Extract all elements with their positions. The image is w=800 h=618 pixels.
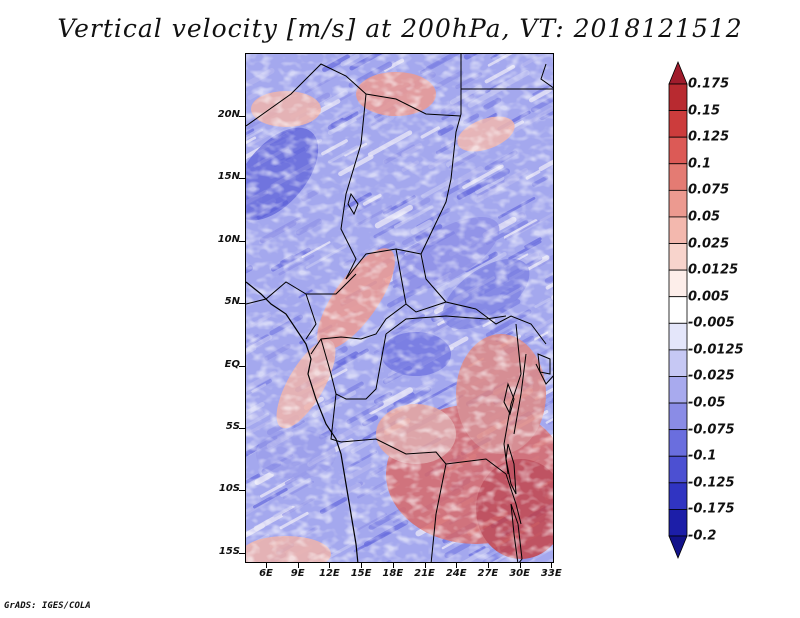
colorbar-segment <box>668 83 688 111</box>
colorbar-segment <box>668 349 688 377</box>
colorbar-segment <box>668 243 688 271</box>
colorbar-segment <box>668 163 688 191</box>
colorbar-segment <box>668 455 688 484</box>
colorbar-label: 0.175 <box>688 76 730 92</box>
colorbar-segment <box>668 535 688 560</box>
colorbar <box>668 60 688 564</box>
colorbar-segment <box>668 216 688 244</box>
colorbar-segment <box>668 296 688 324</box>
latitude-tick <box>239 241 245 242</box>
latitude-label: 20N <box>217 109 240 120</box>
longitude-tick <box>424 563 426 568</box>
colorbar-label: -0.175 <box>688 501 735 517</box>
colorbar-label: 0.025 <box>688 236 730 252</box>
colorbar-segment <box>668 189 688 218</box>
colorbar-label: 0.125 <box>688 129 730 145</box>
colorbar-label: 0.1 <box>688 156 712 172</box>
latitude-label: 15N <box>217 171 240 182</box>
longitude-label: 6E <box>259 568 273 579</box>
longitude-tick <box>329 563 331 568</box>
latitude-tick <box>239 428 245 429</box>
latitude-tick <box>239 553 245 554</box>
colorbar-segment <box>668 110 688 138</box>
longitude-label: 21E <box>414 568 435 579</box>
coastline <box>246 281 359 562</box>
colorbar-label: -0.075 <box>688 422 735 438</box>
colorbar-segment <box>668 136 688 165</box>
colorbar-segment <box>668 269 688 298</box>
longitude-label: 18E <box>382 568 404 579</box>
colorbar-label: -0.025 <box>688 368 735 384</box>
latitude-label: 5S <box>225 421 240 432</box>
longitude-tick <box>456 563 458 568</box>
longitude-label: 9E <box>290 568 305 579</box>
colorbar-label: 0.075 <box>688 182 730 198</box>
longitude-label: 27E <box>477 568 499 579</box>
longitude-tick <box>487 563 489 568</box>
latitude-label: EQ <box>224 359 240 370</box>
latitude-tick <box>239 178 245 179</box>
colorbar-label: -0.2 <box>688 528 717 544</box>
longitude-label: 15E <box>350 568 372 579</box>
latitude-label: 15S <box>218 546 240 557</box>
colorbar-label: 0.005 <box>688 289 730 305</box>
vertical-velocity-map <box>245 53 554 563</box>
colorbar-segment <box>668 60 688 85</box>
latitude-tick <box>239 366 245 367</box>
colorbar-label: -0.1 <box>688 448 717 464</box>
longitude-tick <box>361 563 363 568</box>
colorbar-segment <box>668 482 688 510</box>
colorbar-label: -0.0125 <box>688 342 744 358</box>
longitude-label: 33E <box>540 568 562 579</box>
latitude-label: 5N <box>224 296 240 307</box>
colorbar-segment <box>668 322 688 351</box>
latitude-tick <box>239 303 245 304</box>
longitude-tick <box>392 563 394 568</box>
map-title: Vertical velocity [m/s] at 200hPa, VT: 2… <box>57 14 743 43</box>
longitude-label: 30E <box>509 568 530 579</box>
latitude-label: 10S <box>218 483 240 494</box>
colorbar-label: 0.05 <box>688 209 721 225</box>
lakes <box>347 192 551 562</box>
longitude-label: 12E <box>319 568 340 579</box>
colorbar-label: -0.05 <box>688 395 726 411</box>
colorbar-segment <box>668 429 688 457</box>
latitude-label: 10N <box>217 234 240 245</box>
country-borders <box>246 54 553 562</box>
grads-credit: GrADS: IGES/COLA <box>4 601 91 611</box>
colorbar-segment <box>668 376 688 404</box>
longitude-tick <box>297 563 299 568</box>
longitude-tick <box>266 563 267 568</box>
longitude-label: 24E <box>445 568 467 579</box>
colorbar-label: 0.0125 <box>688 262 739 278</box>
colorbar-label: -0.125 <box>688 475 735 491</box>
colorbar-label: 0.15 <box>688 103 721 119</box>
latitude-tick <box>239 490 245 491</box>
longitude-tick <box>519 563 521 568</box>
colorbar-label: -0.005 <box>688 315 735 331</box>
colorbar-segment <box>668 509 688 537</box>
colorbar-segment <box>668 402 688 431</box>
longitude-tick <box>551 563 553 568</box>
latitude-tick <box>239 116 245 117</box>
